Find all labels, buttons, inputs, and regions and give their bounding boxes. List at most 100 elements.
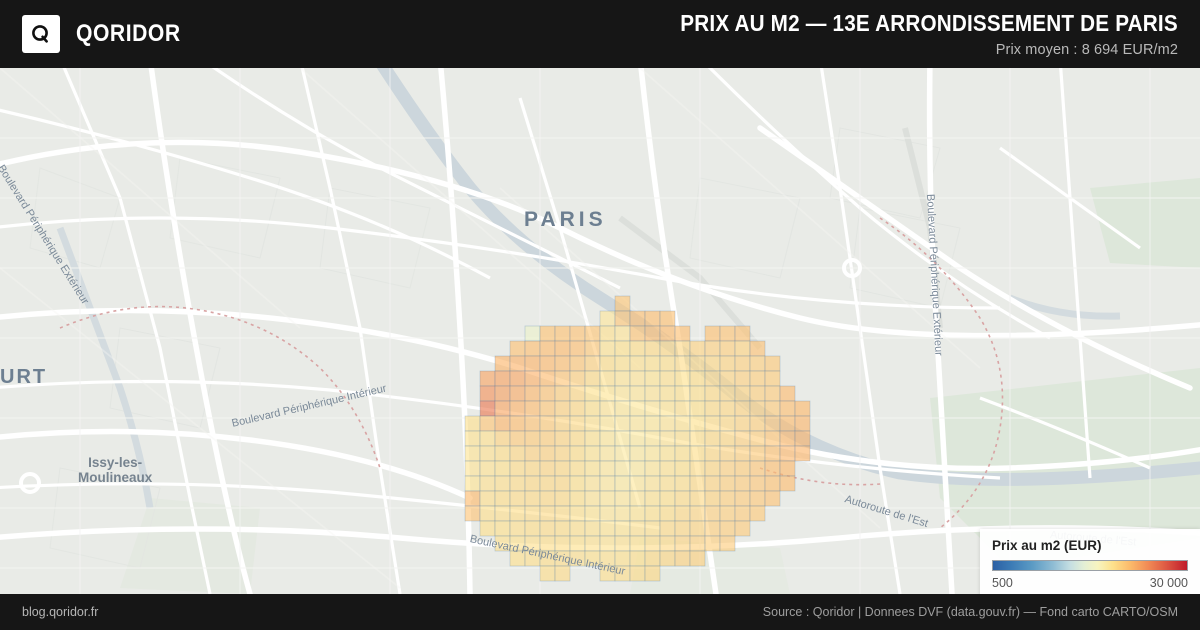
heatmap-cell[interactable] (719, 400, 736, 417)
heatmap-cell[interactable] (779, 475, 796, 492)
heatmap-cell[interactable] (749, 400, 766, 417)
heatmap-cell[interactable] (704, 355, 721, 372)
heatmap-cell[interactable] (614, 385, 631, 402)
heatmap-cell[interactable] (509, 385, 526, 402)
heatmap-cell[interactable] (554, 415, 571, 432)
heatmap-cell[interactable] (734, 520, 751, 537)
heatmap-cell[interactable] (659, 310, 676, 327)
heatmap-cell[interactable] (539, 400, 556, 417)
heatmap-cell[interactable] (734, 505, 751, 522)
heatmap-cell[interactable] (524, 340, 541, 357)
heatmap-cell[interactable] (539, 355, 556, 372)
heatmap-cell[interactable] (509, 520, 526, 537)
heatmap-cell[interactable] (554, 325, 571, 342)
heatmap-cell[interactable] (644, 460, 661, 477)
heatmap-cell[interactable] (719, 520, 736, 537)
heatmap-cell[interactable] (539, 415, 556, 432)
heatmap-cell[interactable] (479, 475, 496, 492)
heatmap-cell[interactable] (629, 550, 646, 567)
heatmap-cell[interactable] (689, 355, 706, 372)
heatmap-cell[interactable] (494, 445, 511, 462)
heatmap-cell[interactable] (659, 520, 676, 537)
heatmap-cell[interactable] (479, 430, 496, 447)
heatmap-cell[interactable] (539, 505, 556, 522)
heatmap-cell[interactable] (689, 460, 706, 477)
heatmap-cell[interactable] (584, 370, 601, 387)
heatmap-cell[interactable] (539, 385, 556, 402)
heatmap-cell[interactable] (689, 445, 706, 462)
heatmap-cell[interactable] (479, 400, 496, 417)
heatmap-cell[interactable] (584, 415, 601, 432)
heatmap-cell[interactable] (674, 385, 691, 402)
heatmap-cell[interactable] (689, 550, 706, 567)
heatmap-cell[interactable] (704, 490, 721, 507)
heatmap-cell[interactable] (629, 400, 646, 417)
heatmap-cell[interactable] (554, 430, 571, 447)
heatmap-cell[interactable] (719, 445, 736, 462)
heatmap-cell[interactable] (479, 460, 496, 477)
heatmap-cell[interactable] (689, 490, 706, 507)
heatmap-cell[interactable] (539, 550, 556, 567)
heatmap-cell[interactable] (554, 535, 571, 552)
heatmap-cell[interactable] (629, 445, 646, 462)
heatmap-cell[interactable] (659, 535, 676, 552)
heatmap-cell[interactable] (509, 535, 526, 552)
heatmap-cell[interactable] (704, 505, 721, 522)
heatmap-cell[interactable] (554, 505, 571, 522)
heatmap-cell[interactable] (524, 460, 541, 477)
heatmap-cell[interactable] (509, 430, 526, 447)
heatmap-cell[interactable] (794, 430, 811, 447)
heatmap-cell[interactable] (674, 400, 691, 417)
heatmap-cell[interactable] (644, 310, 661, 327)
heatmap-cell[interactable] (584, 520, 601, 537)
heatmap-cell[interactable] (689, 400, 706, 417)
heatmap-cell[interactable] (629, 370, 646, 387)
heatmap-cell[interactable] (569, 490, 586, 507)
heatmap-cell[interactable] (524, 550, 541, 567)
heatmap-cell[interactable] (644, 535, 661, 552)
heatmap-cell[interactable] (659, 490, 676, 507)
heatmap-cell[interactable] (584, 505, 601, 522)
heatmap-cell[interactable] (614, 355, 631, 372)
heatmap-cell[interactable] (659, 415, 676, 432)
heatmap-cell[interactable] (614, 565, 631, 582)
heatmap-cell[interactable] (674, 535, 691, 552)
heatmap-cell[interactable] (599, 400, 616, 417)
heatmap-cell[interactable] (464, 445, 481, 462)
heatmap-cell[interactable] (494, 385, 511, 402)
heatmap-cell[interactable] (704, 415, 721, 432)
heatmap-cell[interactable] (584, 385, 601, 402)
heatmap-cell[interactable] (554, 355, 571, 372)
heatmap-cell[interactable] (764, 355, 781, 372)
heatmap-cell[interactable] (479, 505, 496, 522)
heatmap-cell[interactable] (569, 415, 586, 432)
heatmap-cell[interactable] (764, 370, 781, 387)
heatmap-cell[interactable] (554, 565, 571, 582)
heatmap-cell[interactable] (599, 520, 616, 537)
heatmap-cell[interactable] (734, 340, 751, 357)
heatmap-cell[interactable] (704, 385, 721, 402)
heatmap-cell[interactable] (614, 295, 631, 312)
heatmap-cell[interactable] (749, 340, 766, 357)
heatmap-cell[interactable] (704, 475, 721, 492)
heatmap-cell[interactable] (599, 550, 616, 567)
heatmap-cell[interactable] (644, 520, 661, 537)
heatmap-cell[interactable] (674, 415, 691, 432)
heatmap-cell[interactable] (479, 415, 496, 432)
heatmap-cell[interactable] (719, 325, 736, 342)
heatmap-cell[interactable] (554, 520, 571, 537)
heatmap-cell[interactable] (464, 415, 481, 432)
heatmap-cell[interactable] (704, 370, 721, 387)
heatmap-cell[interactable] (509, 370, 526, 387)
price-heatmap-layer[interactable] (0, 68, 1200, 594)
heatmap-cell[interactable] (674, 325, 691, 342)
heatmap-cell[interactable] (644, 370, 661, 387)
heatmap-cell[interactable] (704, 340, 721, 357)
heatmap-cell[interactable] (614, 475, 631, 492)
heatmap-cell[interactable] (524, 505, 541, 522)
heatmap-cell[interactable] (509, 550, 526, 567)
heatmap-cell[interactable] (494, 460, 511, 477)
heatmap-cell[interactable] (749, 490, 766, 507)
heatmap-cell[interactable] (599, 340, 616, 357)
heatmap-cell[interactable] (734, 430, 751, 447)
